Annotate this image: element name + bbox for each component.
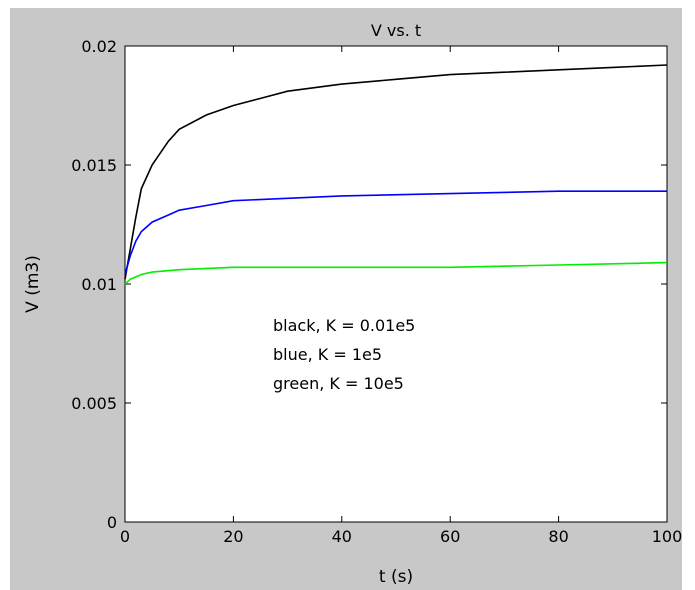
x-tick-label: 80 [548, 527, 568, 546]
legend-annotations: black, K = 0.01e5 blue, K = 1e5 green, K… [273, 316, 415, 393]
y-tick-label: 0.02 [81, 37, 117, 56]
y-tick-label: 0.01 [81, 275, 117, 294]
series-line-black [124, 64, 668, 280]
x-tick-label: 60 [440, 527, 460, 546]
y-tick-label: 0.015 [71, 156, 117, 175]
x-axis-label: t (s) [379, 567, 413, 587]
axis-ticks: 0 20 40 60 80 100 0 0.005 0.01 0.015 0.02 [71, 37, 682, 546]
y-axis-label: V (m3) [23, 255, 43, 313]
x-tick-label: 40 [332, 527, 352, 546]
series-line-green [124, 261, 668, 285]
plot-area [124, 45, 668, 523]
x-tick-label: 20 [223, 527, 243, 546]
x-tick-label: 0 [120, 527, 130, 546]
y-tick-label: 0.005 [71, 394, 117, 413]
y-tick-label: 0 [107, 513, 117, 532]
series-line-blue [124, 190, 667, 275]
chart-title: V vs. t [371, 21, 421, 40]
annotation-blue: blue, K = 1e5 [273, 345, 382, 364]
annotation-black: black, K = 0.01e5 [273, 316, 415, 335]
series-layer [124, 64, 668, 285]
x-tick-label: 100 [652, 527, 683, 546]
annotation-green: green, K = 10e5 [273, 374, 404, 393]
